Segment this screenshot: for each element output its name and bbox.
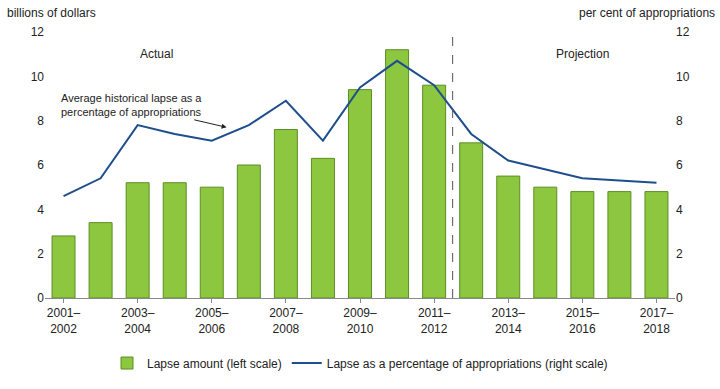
svg-text:2005–2006: 2005–2006 [195, 306, 229, 336]
svg-text:6: 6 [676, 158, 683, 172]
svg-text:6: 6 [37, 158, 44, 172]
svg-text:8: 8 [676, 114, 683, 128]
svg-text:2007–2008: 2007–2008 [269, 306, 303, 336]
svg-text:2001–2002: 2001–2002 [47, 306, 81, 336]
svg-text:0: 0 [37, 291, 44, 305]
svg-text:8: 8 [37, 114, 44, 128]
svg-text:2017–2018: 2017–2018 [640, 306, 674, 336]
svg-text:2015–2016: 2015–2016 [566, 306, 600, 336]
svg-text:10: 10 [676, 70, 690, 84]
svg-text:Actual: Actual [140, 47, 173, 61]
svg-text:12: 12 [31, 25, 45, 39]
svg-text:2011–2012: 2011–2012 [418, 306, 451, 336]
svg-text:Average historical lapse as ap: Average historical lapse as apercentage … [61, 92, 202, 118]
svg-text:Lapse as a percentage of appro: Lapse as a percentage of appropriations … [327, 357, 608, 371]
svg-text:12: 12 [676, 25, 690, 39]
svg-text:10: 10 [31, 70, 45, 84]
svg-text:2: 2 [676, 247, 683, 261]
svg-text:2013–2014: 2013–2014 [492, 306, 526, 336]
svg-text:0: 0 [676, 291, 683, 305]
svg-text:2009–2010: 2009–2010 [343, 306, 377, 336]
svg-text:billions of dollars: billions of dollars [7, 6, 96, 20]
svg-text:Projection: Projection [556, 47, 609, 61]
svg-text:4: 4 [37, 203, 44, 217]
svg-text:4: 4 [676, 203, 683, 217]
svg-text:Lapse amount (left scale): Lapse amount (left scale) [147, 357, 282, 371]
svg-text:2: 2 [37, 247, 44, 261]
svg-text:per cent of appropriations: per cent of appropriations [579, 6, 715, 20]
svg-text:2003–2004: 2003–2004 [121, 306, 155, 336]
